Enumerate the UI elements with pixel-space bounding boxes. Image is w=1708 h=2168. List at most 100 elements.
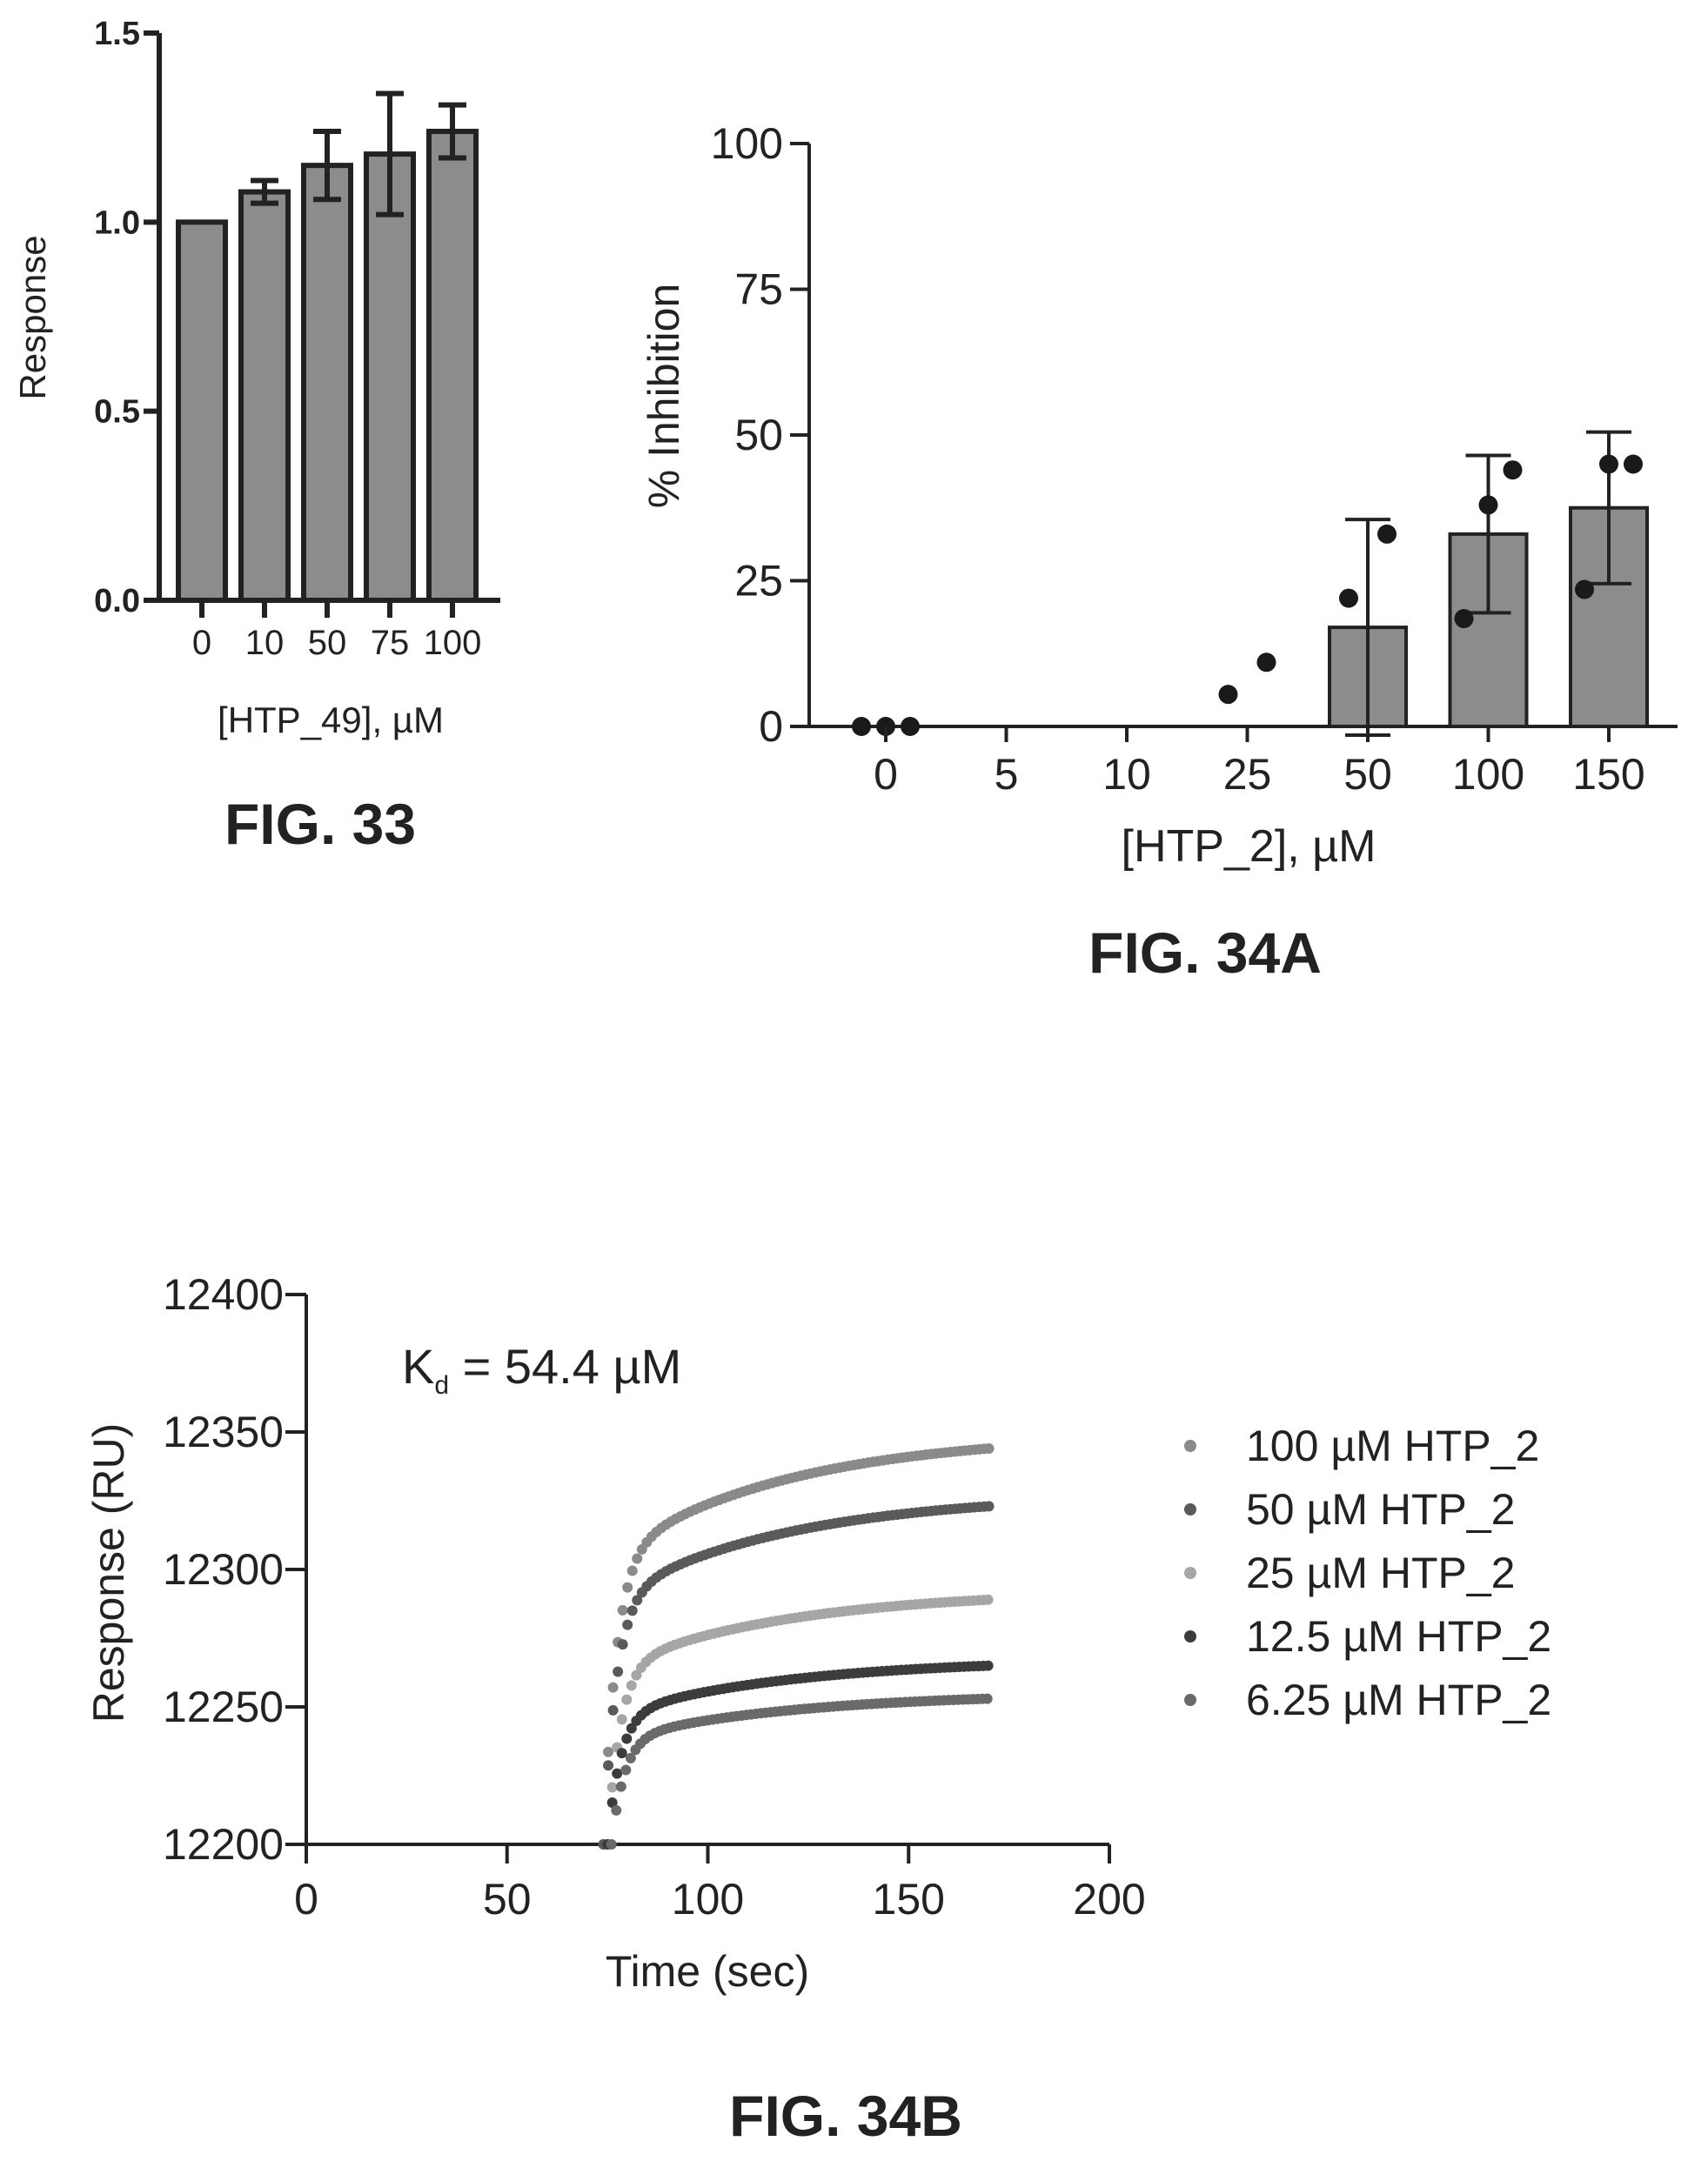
fig-34a-chart: 0 25 50 75 100 0 5 10 25 50 100 150 [HTP_2], µM % Inh… [640,119,1678,985]
fig34b-legend-marker [1184,1440,1196,1452]
fig34b-legend-label: 25 µM HTP_2 [1246,1549,1515,1597]
fig34b-data-point [606,1797,618,1809]
fig34b-data-point [607,1704,619,1716]
fig34b-figure-label: FIG. 34B [729,2084,962,2148]
fig33-x-tick-label: 0 [192,624,211,662]
fig34b-data-point [611,1804,622,1816]
fig34b-x-tick-label: 200 [1073,1875,1145,1924]
fig34b-data-point [625,1752,636,1763]
fig34a-y-tick-label: 25 [734,557,783,606]
fig34b-data-point [603,1746,614,1757]
fig34b-data-point [612,1768,623,1779]
fig34b-x-tick-label: 50 [483,1875,532,1924]
fig33-y-tick-label: 1.0 [94,204,140,241]
fig34b-data-point [606,1782,618,1793]
fig34b-x-tick-label: 100 [672,1875,744,1924]
fig34a-data-point [1218,685,1238,705]
fig34a-y-tick-label: 0 [759,702,783,751]
fig34b-data-point [607,1682,619,1693]
fig34b-series [602,1660,994,1850]
fig34a-x-tick-label: 50 [1343,750,1392,799]
fig34b-annotation: Kd = 54.4 µM [402,1339,681,1400]
fig34b-data-point [620,1764,632,1776]
fig34b-data-point [622,1582,633,1593]
fig33-y-tick-label: 1.5 [94,16,140,52]
fig34a-figure-label: FIG. 34A [1088,920,1322,985]
fig34b-data-point [617,1604,628,1616]
fig34b-data-point [631,1669,642,1681]
fig34b-data-point [983,1442,995,1454]
fig34a-x-tick-label: 0 [874,750,898,799]
fig34a-x-tick-label: 25 [1223,750,1272,799]
fig34b-data-point [617,1639,628,1650]
fig34a-x-tick-label: 100 [1452,750,1524,799]
fig33-y-tick-label: 0.0 [94,583,140,619]
fig33-x-tick-label: 50 [308,624,347,662]
fig34b-annotation-value: = 54.4 µM [449,1339,681,1394]
fig34a-data-point [901,717,920,736]
fig34b-data-point [632,1595,643,1606]
fig34b-y-tick-label: 12300 [163,1545,284,1594]
fig34b-data-point [615,1781,626,1792]
fig33-x-tick-label: 100 [424,624,482,662]
fig34b-series [602,1594,994,1850]
fig34b-data-point [983,1501,995,1512]
fig34a-y-tick-label: 50 [734,411,783,459]
fig34b-data-point [982,1660,994,1671]
fig33-figure-label: FIG. 33 [224,792,416,856]
fig34b-data-point [613,1666,624,1677]
fig34b-data-point [616,1748,627,1759]
fig33-bar [364,151,416,604]
fig33-x-tick-label: 10 [245,624,285,662]
fig34b-data-point [626,1680,637,1691]
fig34b-legend-marker [1184,1503,1196,1516]
fig-34b-chart: 12200 12250 12300 12350 12400 0 50 100 150 200 Tim… [84,1270,1551,2148]
fig34a-y-tick-label: 75 [734,265,783,314]
fig34b-legend-label: 100 µM HTP_2 [1246,1422,1539,1470]
fig34b-x-tick-label: 0 [294,1875,318,1924]
fig34b-x-axis-label: Time (sec) [606,1947,809,1996]
fig34a-data-point [1339,588,1358,608]
fig34b-data-point [982,1594,994,1605]
fig-33-chart: 0.0 0.5 1.0 1.5 0 10 50 75 100 [HTP_49], µM Respon… [12,16,500,856]
fig34b-legend-label: 50 µM HTP_2 [1246,1485,1515,1534]
fig34b-y-tick-label: 12350 [163,1408,284,1456]
fig34b-legend-label: 12.5 µM HTP_2 [1246,1612,1551,1661]
fig34a-y-tick-label: 100 [711,119,783,168]
fig33-bar [301,163,353,603]
fig34b-data-point [621,1733,633,1744]
fig34b-y-tick-label: 12250 [163,1683,284,1731]
fig33-y-axis-label: Response [12,235,53,399]
fig34a-data-point [1454,609,1474,629]
fig34b-x-tick-label: 150 [873,1875,945,1924]
fig34b-legend-label: 6.25 µM HTP_2 [1246,1676,1551,1724]
fig34a-data-point [1256,652,1276,672]
fig34b-y-axis-label: Response (RU) [84,1423,133,1723]
fig34a-data-point [852,717,871,736]
fig34b-data-point [626,1565,638,1576]
fig34b-data-point [622,1619,633,1630]
fig34b-y-tick-label: 12400 [163,1270,284,1319]
fig34b-series [598,1442,995,1850]
fig34b-data-point [621,1694,633,1705]
fig34a-x-axis-label: [HTP_2], µM [1122,821,1376,872]
fig34b-y-tick-label: 12200 [163,1820,284,1869]
fig34b-legend-marker [1184,1567,1196,1579]
fig34b-annotation-subscript: d [434,1371,449,1400]
fig33-bar [238,189,291,603]
fig34a-data-point [1478,495,1498,515]
fig34a-data-point [1624,454,1643,474]
fig34b-data-point [606,1839,617,1850]
fig33-x-axis-label: [HTP_49], µM [218,699,444,740]
fig33-y-tick-label: 0.5 [94,394,140,431]
fig34b-legend-marker [1184,1630,1196,1643]
fig34b-data-point [603,1760,614,1771]
fig34a-data-point [1575,579,1594,599]
fig34a-x-tick-label: 10 [1102,750,1151,799]
fig33-x-tick-label: 75 [371,624,410,662]
fig34b-data-point [981,1693,993,1704]
fig34b-data-point [616,1714,627,1725]
fig34b-data-point [632,1553,643,1564]
fig34a-data-point [1503,460,1523,480]
